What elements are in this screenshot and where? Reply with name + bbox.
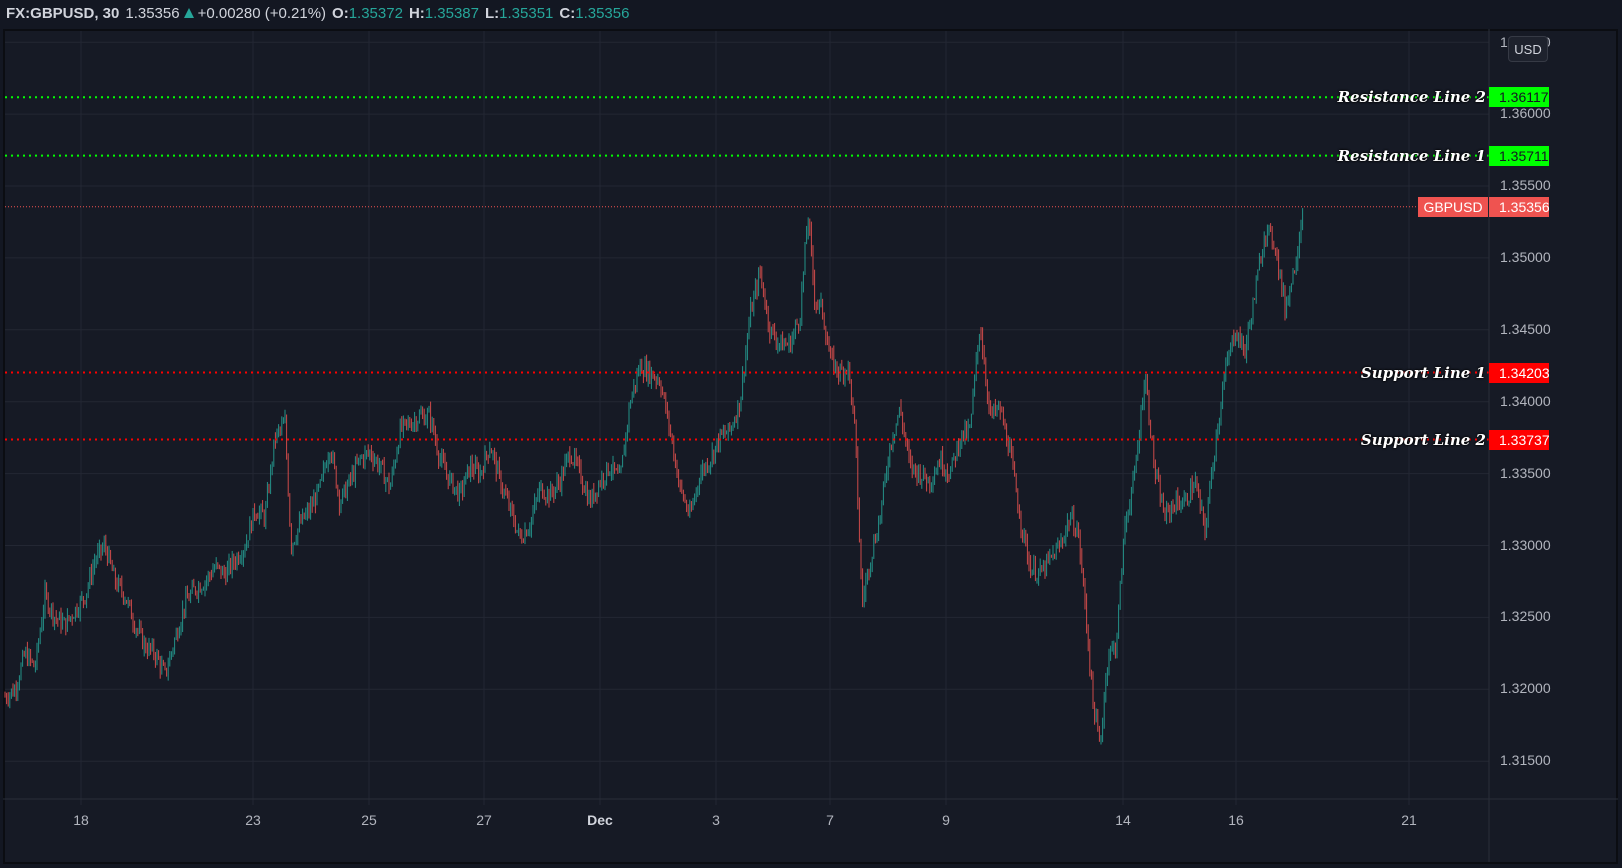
hline-price-tag: 1.33737 (1489, 429, 1550, 450)
hline-price-tag: 1.34203 (1489, 362, 1550, 383)
price-tick: 1.34000 (1500, 392, 1551, 409)
time-tick: 18 (73, 812, 89, 828)
chart-frame[interactable] (3, 29, 1618, 864)
price-tick: 1.33000 (1500, 536, 1551, 553)
symbol-interval[interactable]: FX:GBPUSD, 30 (6, 4, 120, 22)
hline-label: Resistance Line 1 (1337, 146, 1486, 165)
close-value: 1.35356 (575, 4, 630, 22)
currency-button[interactable]: USD (1508, 36, 1548, 62)
price-tick: 1.32500 (1500, 608, 1551, 625)
candles (4, 208, 1304, 745)
high-label: H: (408, 4, 425, 22)
hline-price-tag: 1.36117 (1489, 87, 1549, 108)
price-tick: 1.31500 (1500, 752, 1551, 769)
price-change: +0.00280 (+0.21%) (197, 4, 327, 22)
time-tick: 21 (1401, 812, 1417, 828)
price-tick: 1.35000 (1500, 248, 1551, 265)
open-label: O: (332, 4, 349, 22)
up-arrow-icon (183, 8, 194, 18)
time-tick: 27 (476, 812, 492, 828)
close-label: C: (559, 4, 576, 22)
time-tick: 16 (1228, 812, 1244, 828)
hline-price-tag: 1.35711 (1489, 145, 1549, 166)
hline-label: Resistance Line 2 (1337, 88, 1486, 107)
time-tick: 3 (712, 812, 720, 828)
low-label: L: (485, 4, 500, 22)
symbol-legend: FX:GBPUSD, 30 1.35356 +0.00280 (+0.21%) … (0, 0, 1622, 26)
time-tick: 23 (245, 812, 261, 828)
time-tick: 14 (1115, 812, 1131, 828)
open-value: 1.35372 (348, 4, 403, 22)
hline-label: Support Line 2 (1360, 430, 1486, 449)
last-price: 1.35356 (125, 4, 180, 22)
high-value: 1.35387 (424, 4, 479, 22)
symbol-price-tag: GBPUSD (1418, 196, 1488, 217)
time-tick: 25 (361, 812, 377, 828)
current-price-tag: 1.35356 (1489, 196, 1550, 217)
hline-label: Support Line 1 (1360, 363, 1486, 382)
horizontal-lines[interactable] (5, 96, 1489, 441)
price-tick: 1.33500 (1500, 464, 1551, 481)
time-tick: Dec (587, 812, 613, 828)
low-value: 1.35351 (499, 4, 554, 22)
grid-lines (5, 31, 1489, 805)
time-tick: 7 (826, 812, 834, 828)
price-tick: 1.36000 (1500, 105, 1551, 122)
price-tick: 1.35500 (1500, 177, 1551, 193)
price-tick: 1.32000 (1500, 680, 1551, 697)
price-tick: 1.34500 (1500, 320, 1551, 337)
time-tick: 9 (942, 812, 950, 828)
